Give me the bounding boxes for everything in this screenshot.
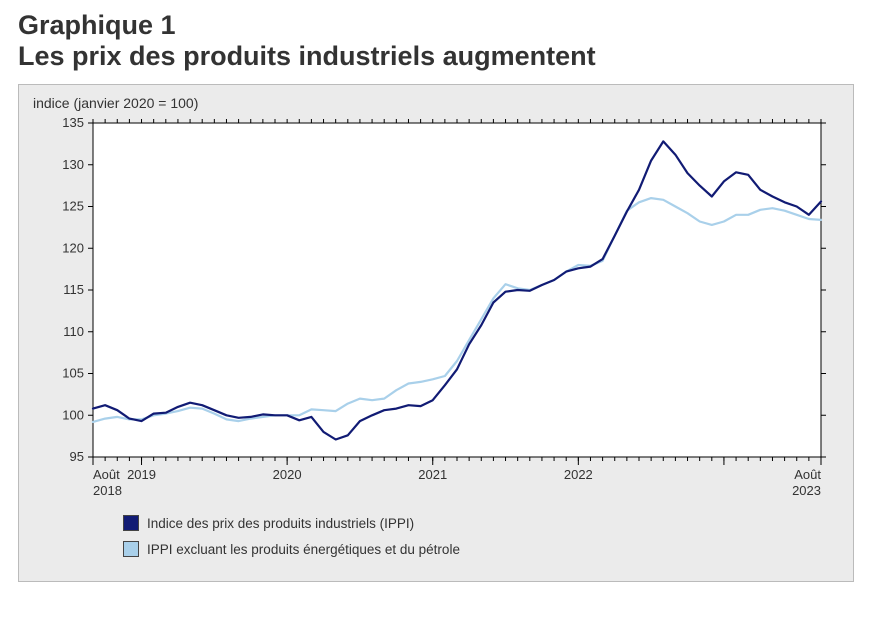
svg-text:2021: 2021 [418,467,447,482]
chart-title: Les prix des produits industriels augmen… [18,41,854,72]
legend-swatch [123,541,139,557]
page: Graphique 1 Les prix des produits indust… [0,0,872,642]
svg-text:125: 125 [62,199,84,214]
svg-text:2020: 2020 [273,467,302,482]
svg-text:120: 120 [62,240,84,255]
legend: Indice des prix des produits industriels… [33,515,839,557]
legend-item: IPPI excluant les produits énergétiques … [123,541,839,557]
svg-text:2019: 2019 [127,467,156,482]
svg-text:2018: 2018 [93,483,122,498]
legend-item: Indice des prix des produits industriels… [123,515,839,531]
svg-text:Août: Août [794,467,821,482]
svg-text:100: 100 [62,407,84,422]
svg-text:Août: Août [93,467,120,482]
svg-text:110: 110 [63,324,84,339]
chart-header: Graphique 1 Les prix des produits indust… [18,10,854,72]
plot-area: 95100105110115120125130135Août2018201920… [33,115,839,505]
legend-label: IPPI excluant les produits énergétiques … [147,542,460,557]
legend-swatch [123,515,139,531]
line-chart-svg: 95100105110115120125130135Août2018201920… [33,115,833,505]
svg-text:95: 95 [70,449,84,464]
svg-text:2023: 2023 [792,483,821,498]
svg-text:2022: 2022 [564,467,593,482]
chart-number: Graphique 1 [18,10,854,41]
svg-text:115: 115 [63,282,84,297]
y-axis-title: indice (janvier 2020 = 100) [33,95,839,111]
svg-text:130: 130 [62,157,84,172]
svg-text:135: 135 [62,115,84,130]
legend-label: Indice des prix des produits industriels… [147,516,414,531]
chart-panel: indice (janvier 2020 = 100) 95 100 105 110 1… [18,84,854,582]
svg-text:105: 105 [62,366,84,381]
